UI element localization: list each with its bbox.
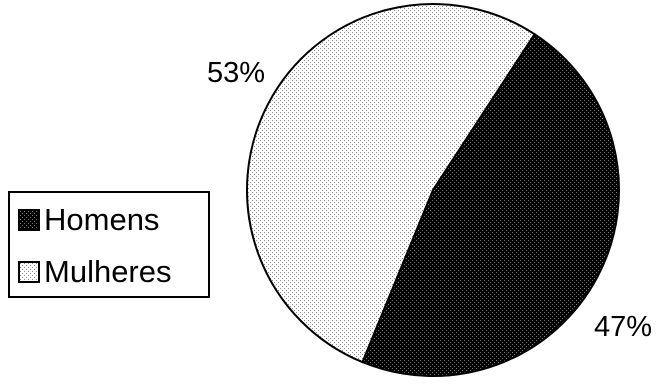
legend-item-mulheres: Mulheres	[18, 252, 172, 292]
legend-swatch-homens	[18, 209, 40, 231]
data-label-homens: 47%	[594, 311, 652, 343]
legend-item-homens: Homens	[18, 200, 159, 240]
pie-slice-mulheres	[246, 3, 536, 364]
legend-label-mulheres: Mulheres	[44, 254, 172, 289]
data-label-mulheres: 53%	[207, 57, 265, 89]
legend-label-homens: Homens	[44, 202, 160, 237]
legend-swatch-mulheres	[18, 261, 40, 283]
chart-legend: Homens Mulheres	[8, 191, 210, 298]
pie-slice-homens	[361, 32, 620, 377]
